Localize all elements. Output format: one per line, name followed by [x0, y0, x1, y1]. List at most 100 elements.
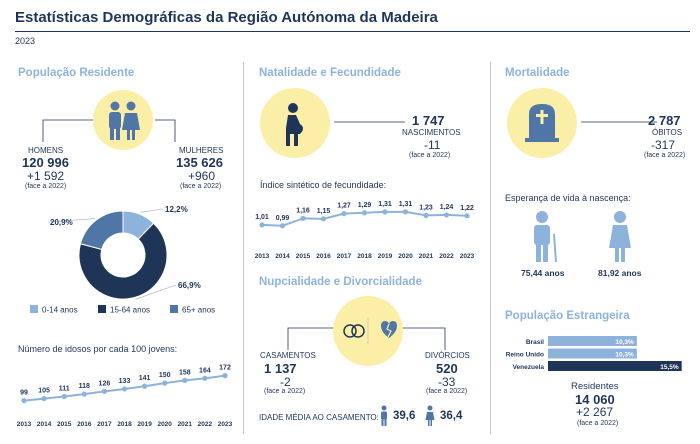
x-tick-2016: 2016	[77, 421, 92, 428]
data-label-2022: 164	[199, 367, 211, 374]
data-label-2022: 1,24	[440, 204, 454, 211]
births-label: NASCIMENTOS	[402, 128, 461, 137]
data-point-2014	[279, 223, 286, 229]
x-tick-2017: 2017	[337, 253, 352, 260]
column-divider-2	[490, 62, 491, 434]
x-tick-2018: 2018	[357, 253, 372, 260]
men-note: (face a 2022)	[25, 183, 67, 190]
legend-label-3: 65+ anos	[182, 306, 215, 315]
x-tick-2021: 2021	[178, 421, 193, 428]
life-expectancy-women: 81,92 anos	[598, 268, 642, 278]
marriage-circle	[333, 296, 403, 366]
data-label-2023: 172	[219, 365, 231, 372]
man-small-icon	[381, 405, 387, 426]
x-tick-2015: 2015	[296, 253, 311, 260]
divorces-value: 520	[436, 361, 458, 376]
section-title-foreign: População Estrangeira	[505, 310, 630, 322]
data-point-2015	[300, 215, 306, 221]
men-label: HOMENS	[28, 146, 64, 155]
marriage-connectors	[287, 327, 446, 350]
data-label-2019: 141	[139, 375, 151, 382]
divorces-delta: -33	[438, 375, 456, 389]
legend-swatch-1	[30, 305, 38, 313]
data-point-2023	[464, 213, 470, 219]
x-tick-2021: 2021	[419, 253, 434, 260]
deaths-delta: -317	[651, 138, 676, 152]
data-label-2020: 150	[159, 372, 171, 379]
column-divider-1	[243, 62, 244, 434]
section-title-births: Natalidade e Fecundidade	[259, 67, 401, 79]
data-label-2021: 158	[179, 369, 191, 376]
data-label-2014: 105	[38, 388, 50, 395]
women-value: 135 626	[176, 155, 223, 170]
age-legend: 0-14 anos 15-64 anos 65+ anos	[30, 305, 215, 315]
x-tick-2019: 2019	[137, 421, 152, 428]
man-woman-icon	[109, 101, 140, 140]
deaths-note: (face a 2022)	[644, 152, 686, 159]
legend-swatch-3	[170, 305, 178, 313]
women-note: (face a 2022)	[180, 183, 222, 190]
data-label-2023: 1,22	[460, 205, 474, 212]
data-point-2013	[259, 222, 265, 228]
data-point-2022	[443, 212, 450, 218]
donut-leader-1	[140, 208, 164, 213]
donut-slice-2	[78, 222, 168, 300]
data-point-2019	[382, 209, 388, 215]
data-point-2017	[341, 211, 347, 217]
data-point-2014	[41, 395, 47, 402]
x-tick-2022: 2022	[198, 421, 213, 428]
divorces-label: DIVÓRCIOS	[425, 351, 470, 360]
residents-label: Residentes	[571, 381, 619, 392]
bar-label-1: 10,3%	[615, 339, 634, 346]
x-tick-2014: 2014	[275, 253, 290, 260]
section-title-population: População Residente	[18, 67, 135, 79]
bar-2	[548, 348, 637, 359]
data-label-2017: 126	[99, 380, 111, 387]
marriages-delta: -2	[280, 375, 291, 389]
x-tick-2018: 2018	[117, 421, 132, 428]
fertility-chart-title: Índice sintético de fecundidade:	[260, 180, 387, 190]
avg-age-label: IDADE MÉDIA AO CASAMENTO:	[259, 413, 379, 422]
elderly-man-icon	[534, 211, 557, 263]
data-point-2020	[402, 209, 409, 215]
data-label-2019: 1,31	[378, 201, 392, 208]
data-label-2013: 99	[20, 390, 28, 397]
x-tick-2019: 2019	[378, 253, 393, 260]
avg-age-men: 39,6	[393, 410, 416, 422]
bar-category-3: Venezuela	[513, 364, 545, 371]
x-tick-2020: 2020	[157, 421, 172, 428]
x-tick-2013: 2013	[255, 253, 270, 260]
donut-label-2: 66,9%	[178, 281, 201, 290]
births-value: 1 747	[412, 113, 445, 128]
donut-leader-2	[135, 284, 177, 300]
data-label-2016: 1,15	[317, 208, 331, 215]
bar-1	[548, 336, 637, 346]
pregnant-woman-icon	[286, 103, 303, 146]
fertility-line-chart: 1,01 2013 0,99 2014 1,16 2015 1,15 2016 1,27 2017…	[255, 201, 475, 260]
data-label-2021: 1,23	[419, 204, 433, 211]
men-value: 120 996	[22, 155, 69, 170]
x-tick-2023: 2023	[218, 421, 233, 428]
deaths-label: ÓBITOS	[652, 128, 683, 137]
bar-category-1: Brasil	[526, 339, 544, 346]
legend-label-2: 15-64 anos	[110, 306, 150, 315]
data-label-2017: 1,27	[337, 203, 351, 210]
age-donut-chart: 12,2% 66,9% 20,9%	[47, 205, 201, 300]
section-title-marriage: Nupcialidade e Divorcialidade	[259, 276, 422, 288]
x-tick-2014: 2014	[37, 421, 52, 428]
data-point-2022	[202, 375, 208, 381]
donut-slice-3	[79, 210, 124, 251]
data-label-2013: 1,01	[255, 214, 269, 221]
divorces-note: (face a 2022)	[426, 388, 468, 395]
bar-label-3: 15,5%	[660, 364, 679, 371]
bar-label-2: 10,3%	[615, 351, 634, 358]
x-tick-2016: 2016	[316, 253, 331, 260]
legend-label-1: 0-14 anos	[42, 306, 78, 315]
women-delta: +960	[188, 169, 216, 183]
data-label-2014: 0,99	[276, 215, 290, 222]
data-label-2020: 1,31	[399, 201, 413, 208]
donut-label-1: 12,2%	[165, 205, 188, 214]
data-point-2018	[121, 386, 128, 392]
data-label-2015: 111	[59, 386, 70, 393]
residents-value: 14 060	[575, 392, 615, 407]
